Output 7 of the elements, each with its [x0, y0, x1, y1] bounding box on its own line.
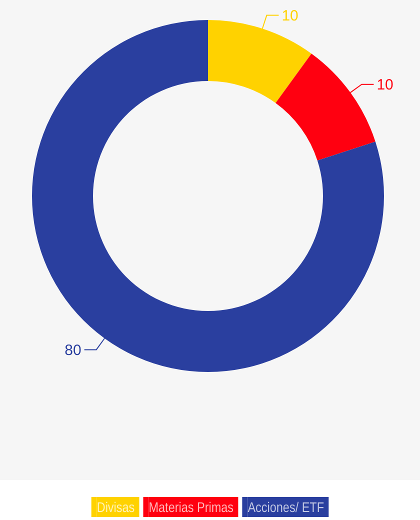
legend-label: Divisas	[96, 498, 135, 516]
donut-slice	[276, 54, 376, 160]
data-label: 10	[376, 76, 394, 94]
legend-label: Acciones/ ETF	[248, 498, 324, 516]
data-label: 80	[64, 342, 82, 359]
legend-label: Materias Primas	[148, 498, 234, 516]
data-label: 10	[282, 8, 298, 25]
